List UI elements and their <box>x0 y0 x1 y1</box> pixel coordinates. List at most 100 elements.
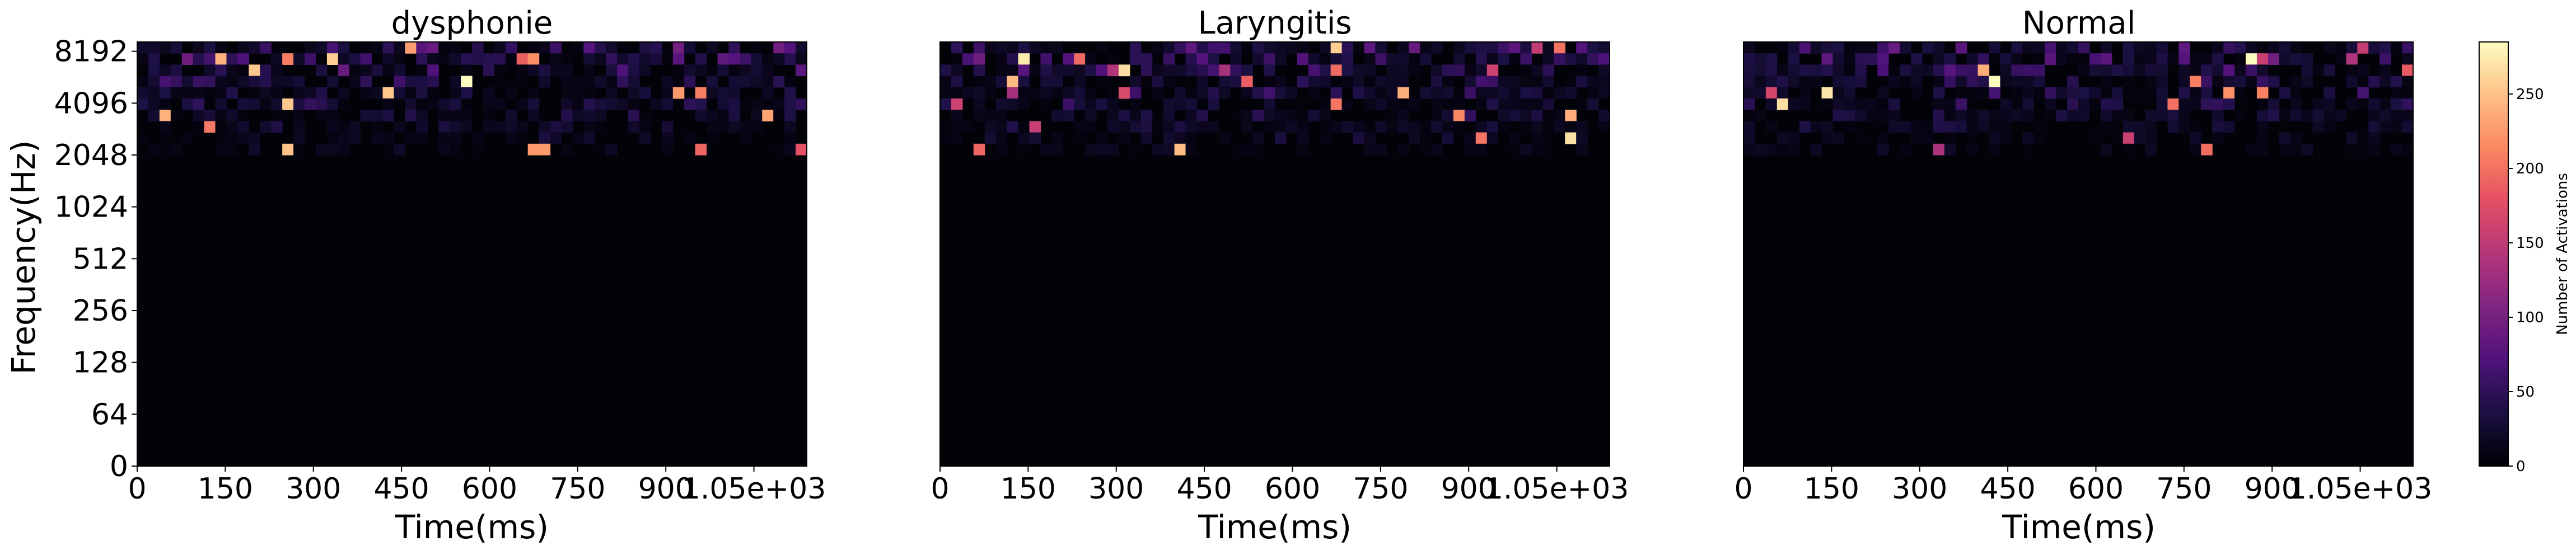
heatmap-cell <box>572 110 584 122</box>
heatmap-cell <box>215 98 227 110</box>
heatmap-cell <box>2122 87 2135 99</box>
heatmap-cell <box>1185 64 1198 77</box>
heatmap-cell <box>606 98 618 110</box>
heatmap-cell <box>1810 42 1822 54</box>
heatmap-cell <box>2279 53 2291 65</box>
heatmap-cell <box>2000 110 2012 122</box>
heatmap-cell <box>2223 98 2235 110</box>
heatmap-cell <box>1743 42 1755 54</box>
heatmap-cell <box>1319 64 1331 77</box>
heatmap-cell <box>951 42 963 54</box>
heatmap-cell <box>1531 110 1543 122</box>
heatmap-cell <box>550 42 562 54</box>
heatmap-cell <box>360 110 372 122</box>
heatmap-cell <box>1096 132 1108 144</box>
heatmap-cell <box>1453 98 1465 110</box>
heatmap-cell <box>2268 98 2280 110</box>
heatmap-cell <box>1129 143 1142 156</box>
heatmap-cell <box>438 143 450 156</box>
heatmap-cell <box>2000 64 2012 77</box>
heatmap-cell <box>2312 98 2325 110</box>
heatmap-cell <box>1051 64 1063 77</box>
heatmap-cell <box>1911 76 1923 88</box>
heatmap-cell <box>628 98 640 110</box>
heatmap-cell <box>2234 76 2246 88</box>
heatmap-cell <box>505 132 517 144</box>
heatmap-cell <box>539 64 551 77</box>
heatmap-cell <box>1799 64 1811 77</box>
heatmap-cell <box>1877 110 1889 122</box>
heatmap-cell <box>595 143 606 156</box>
heatmap-cell <box>1152 143 1164 156</box>
heatmap-cell <box>1063 64 1074 77</box>
heatmap-cell <box>751 42 763 54</box>
colorbar-tick-label: 150 <box>2516 235 2544 252</box>
heatmap-cell <box>427 76 439 88</box>
heatmap-cell <box>360 87 372 99</box>
heatmap-cell <box>1096 64 1108 77</box>
heatmap-cell <box>1486 132 1499 144</box>
heatmap-cell <box>606 64 618 77</box>
heatmap-cell <box>1989 121 2001 133</box>
heatmap-cell <box>1955 110 1967 122</box>
heatmap-cell <box>2391 121 2402 133</box>
heatmap-cell <box>1877 132 1889 144</box>
heatmap-cell <box>1855 42 1867 54</box>
heatmap-cell <box>1196 42 1208 54</box>
heatmap-cell <box>2223 76 2235 88</box>
heatmap-cell <box>1051 143 1063 156</box>
heatmap-cell <box>2212 64 2224 77</box>
heatmap-cell <box>1107 110 1119 122</box>
heatmap-cell <box>1241 76 1253 88</box>
heatmap-cell <box>1509 143 1521 156</box>
heatmap-cell <box>1442 98 1454 110</box>
heatmap-cell <box>717 110 730 122</box>
heatmap-cell <box>539 42 551 54</box>
heatmap-cell <box>159 87 171 99</box>
heatmap-cell <box>1163 42 1175 54</box>
heatmap-cell <box>1397 64 1409 77</box>
heatmap-cell <box>973 87 985 99</box>
heatmap-cell <box>159 76 171 88</box>
heatmap-cell <box>1140 53 1153 65</box>
heatmap-cell <box>1832 132 1844 144</box>
heatmap-cell <box>1264 98 1275 110</box>
heatmap-cell <box>148 110 160 122</box>
heatmap-cell <box>193 42 205 54</box>
heatmap-cell <box>349 132 361 144</box>
heatmap-cell <box>2368 42 2380 54</box>
heatmap-cell <box>2078 53 2090 65</box>
heatmap-cell <box>1163 76 1175 88</box>
heatmap-cell <box>1196 53 1208 65</box>
heatmap-cell <box>271 87 283 99</box>
heatmap-cell <box>1174 132 1186 144</box>
heatmap-cell <box>1453 42 1465 54</box>
x-tick-label: 0 <box>931 472 949 506</box>
heatmap-cell <box>2033 53 2045 65</box>
heatmap-cell <box>606 143 618 156</box>
heatmap-cell <box>2033 64 2045 77</box>
heatmap-cell <box>137 132 149 144</box>
heatmap-cell <box>1855 110 1867 122</box>
heatmap-cell <box>472 42 484 54</box>
heatmap-cell <box>2178 53 2190 65</box>
heatmap-cell <box>438 53 450 65</box>
heatmap-cell <box>1029 64 1041 77</box>
heatmap-cell <box>2000 76 2012 88</box>
heatmap-cell <box>1018 76 1030 88</box>
heatmap-cell <box>1509 98 1521 110</box>
heatmap-cell <box>1085 98 1097 110</box>
y-tick-labels: 0 64 128 256 512 1024 2048 4096 8192 <box>54 35 137 483</box>
heatmap-cell <box>940 87 952 99</box>
heatmap-cell <box>1431 64 1443 77</box>
heatmap-cell <box>1196 76 1208 88</box>
heatmap-cell <box>1375 143 1387 156</box>
heatmap-cell <box>1509 42 1521 54</box>
heatmap-cell <box>405 132 417 144</box>
heatmap-cell <box>2402 87 2414 99</box>
heatmap-cell <box>1018 98 1030 110</box>
heatmap-cell <box>237 76 249 88</box>
heatmap-cell <box>2323 64 2336 77</box>
heatmap-cell <box>1486 53 1499 65</box>
heatmap-cell <box>2022 132 2034 144</box>
